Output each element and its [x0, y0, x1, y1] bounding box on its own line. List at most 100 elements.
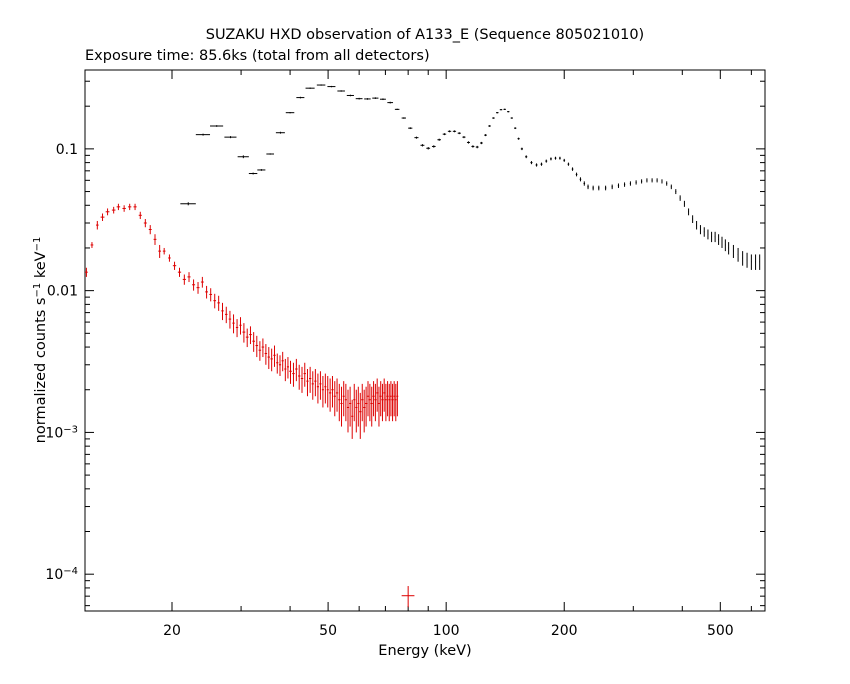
- data-point: [520, 147, 523, 151]
- data-point: [383, 378, 386, 412]
- data-point: [442, 133, 447, 136]
- data-point: [300, 366, 304, 393]
- data-point: [641, 179, 643, 184]
- data-point: [168, 254, 171, 262]
- data-point: [340, 386, 343, 427]
- y-axis-label: normalized counts s−1 keV−1: [32, 237, 50, 444]
- data-point: [550, 157, 552, 161]
- x-tick-label: 200: [551, 623, 578, 639]
- data-point: [391, 383, 394, 422]
- y-tick-label-base: 10: [45, 425, 63, 441]
- data-point: [759, 254, 761, 270]
- data-point: [746, 252, 748, 268]
- y-axis-label-exponent: −1: [32, 237, 43, 252]
- data-point: [177, 267, 182, 277]
- data-point: [381, 383, 384, 422]
- data-point: [401, 586, 415, 608]
- data-point: [724, 239, 726, 252]
- data-point: [158, 244, 162, 258]
- data-point: [714, 231, 716, 243]
- data-point: [122, 205, 126, 212]
- data-point: [305, 87, 315, 89]
- data-point: [651, 178, 653, 183]
- data-point: [386, 381, 389, 417]
- data-point: [471, 145, 475, 148]
- data-point: [327, 85, 336, 88]
- data-point: [353, 383, 356, 422]
- data-point: [245, 328, 249, 348]
- data-point: [306, 369, 309, 397]
- data-point: [248, 172, 258, 175]
- data-point: [563, 158, 566, 162]
- data-point: [372, 97, 379, 99]
- data-point: [361, 383, 364, 422]
- data-point: [311, 371, 314, 400]
- data-point: [683, 200, 685, 207]
- data-point: [530, 161, 533, 165]
- data-point: [205, 285, 208, 299]
- data-point: [295, 358, 298, 382]
- data-point: [517, 137, 520, 140]
- data-point: [275, 131, 285, 134]
- data-point: [692, 215, 694, 223]
- data-point: [366, 381, 370, 417]
- data-point: [545, 159, 548, 163]
- data-point: [128, 203, 132, 211]
- data-point: [95, 220, 99, 230]
- data-point: [281, 351, 284, 372]
- data-point: [592, 185, 594, 191]
- data-point: [221, 302, 224, 321]
- data-point: [431, 145, 436, 148]
- data-point: [261, 338, 265, 358]
- data-point: [732, 244, 734, 258]
- data-point: [617, 183, 620, 188]
- data-point: [200, 276, 204, 288]
- data-point: [696, 220, 698, 230]
- series-2: [85, 203, 415, 608]
- data-point: [111, 206, 116, 214]
- data-point: [679, 195, 681, 201]
- data-point: [303, 362, 306, 387]
- data-point: [414, 136, 419, 139]
- data-point: [480, 141, 483, 145]
- data-point: [344, 383, 347, 422]
- data-point: [292, 362, 295, 387]
- data-point: [148, 225, 152, 235]
- data-point: [571, 167, 574, 171]
- data-point: [499, 109, 503, 111]
- data-point: [182, 274, 186, 285]
- data-series: [85, 84, 761, 608]
- data-point: [370, 386, 373, 427]
- data-point: [661, 179, 663, 184]
- data-point: [583, 181, 586, 186]
- data-point: [492, 117, 495, 119]
- data-point: [604, 185, 607, 191]
- x-tick-label: 500: [707, 623, 734, 639]
- data-point: [379, 381, 382, 417]
- data-point: [180, 202, 196, 206]
- data-point: [408, 127, 413, 130]
- data-point: [314, 369, 317, 397]
- data-point: [567, 162, 570, 166]
- data-point: [452, 130, 457, 133]
- data-point: [635, 180, 637, 185]
- data-point: [707, 229, 709, 240]
- data-point: [447, 130, 452, 133]
- data-point: [342, 381, 345, 417]
- data-point: [355, 97, 363, 100]
- data-point: [377, 386, 380, 427]
- data-point: [559, 156, 561, 160]
- data-point: [488, 125, 491, 127]
- data-point: [286, 357, 290, 379]
- data-point: [276, 353, 279, 374]
- data-point: [376, 378, 379, 412]
- data-point: [133, 203, 137, 211]
- data-point: [309, 366, 312, 393]
- data-point: [721, 236, 723, 248]
- plot-frame: [84, 69, 766, 612]
- data-point: [349, 386, 352, 427]
- x-axis-label: Energy (keV): [378, 643, 471, 659]
- data-point: [210, 125, 224, 127]
- data-point: [703, 227, 705, 237]
